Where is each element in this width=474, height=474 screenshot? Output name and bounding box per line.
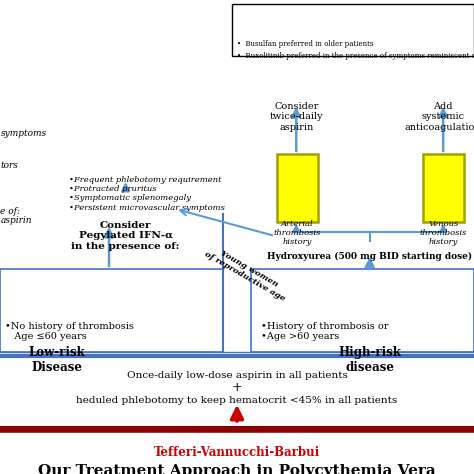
Text: Consider
Pegylated IFN-α
in the presence of:: Consider Pegylated IFN-α in the presence… [72, 221, 180, 251]
Text: tors: tors [0, 161, 18, 170]
Text: Arterial
thrombosis
history: Arterial thrombosis history [274, 220, 321, 246]
Text: +: + [232, 381, 242, 394]
Text: •History of thrombosis or
•Age >60 years: •History of thrombosis or •Age >60 years [261, 322, 388, 341]
FancyBboxPatch shape [277, 154, 318, 222]
Text: Low-risk
Disease: Low-risk Disease [28, 346, 85, 374]
Text: e of:: e of: [0, 207, 20, 216]
Text: Tefferi-Vannucchi-Barbui: Tefferi-Vannucchi-Barbui [154, 446, 320, 459]
FancyBboxPatch shape [0, 269, 223, 352]
Text: heduled phlebotomy to keep hematocrit <45% in all patients: heduled phlebotomy to keep hematocrit <4… [76, 396, 398, 405]
Text: aspirin: aspirin [0, 216, 32, 225]
FancyBboxPatch shape [423, 154, 464, 222]
Text: •  Busulfan preferred in older patients: • Busulfan preferred in older patients [237, 40, 374, 48]
Text: •Frequent phlebotomy requirement
•Protracted pruritus
•Symptomatic splenomegaly
: •Frequent phlebotomy requirement •Protra… [69, 176, 225, 211]
Text: Young women
of reproductive age: Young women of reproductive age [202, 242, 291, 303]
Text: •  Ruxolitinib preferred in the presence of symptoms reminiscent of: • Ruxolitinib preferred in the presence … [237, 52, 474, 60]
Text: Venous
thrombosis
history: Venous thrombosis history [420, 220, 467, 246]
Text: •No history of thrombosis
   Age ≤60 years: •No history of thrombosis Age ≤60 years [5, 322, 134, 341]
Text: High-risk
disease: High-risk disease [338, 346, 401, 374]
Text: Add
systemic
anticoagulation: Add systemic anticoagulation [405, 102, 474, 132]
Text: Our Treatment Approach in Polycythemia Vera: Our Treatment Approach in Polycythemia V… [38, 464, 436, 474]
Text: Consider
twice-daily
aspirin: Consider twice-daily aspirin [269, 102, 323, 132]
Text: Hydroxyurea (500 mg BID starting dose): Hydroxyurea (500 mg BID starting dose) [267, 252, 472, 261]
Text: symptoms: symptoms [0, 129, 46, 138]
FancyBboxPatch shape [251, 269, 474, 352]
Text: Once-daily low-dose aspirin in all patients: Once-daily low-dose aspirin in all patie… [127, 371, 347, 380]
FancyBboxPatch shape [232, 4, 474, 56]
